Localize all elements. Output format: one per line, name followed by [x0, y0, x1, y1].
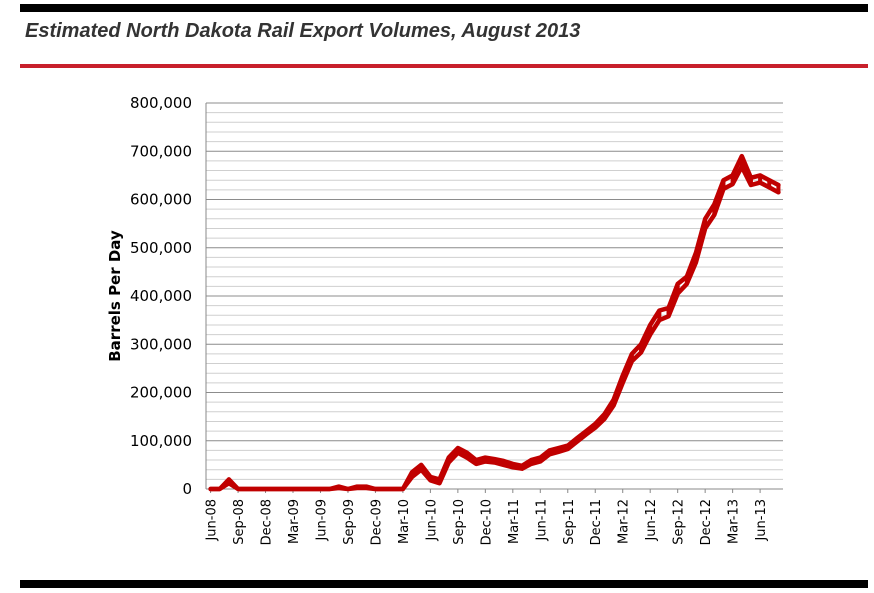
x-tick-label: Dec-08 — [260, 499, 275, 545]
y-axis-label: Barrels Per Day — [106, 230, 124, 362]
x-tick-label: Sep-12 — [672, 499, 687, 545]
y-tick-label: 300,000 — [130, 335, 192, 353]
series-line-1 — [208, 153, 781, 492]
x-tick-label: Sep-08 — [232, 499, 247, 545]
x-tick-label: Jun-11 — [534, 499, 549, 542]
x-tick-label: Dec-11 — [589, 499, 604, 545]
x-tick-label: Sep-10 — [452, 499, 467, 545]
y-tick-label: 200,000 — [130, 384, 192, 402]
y-tick-label: 100,000 — [130, 432, 192, 450]
x-tick-label: Sep-11 — [562, 499, 577, 545]
x-tick-label: Mar-09 — [287, 499, 302, 544]
y-tick-label: 700,000 — [130, 142, 192, 160]
x-tick-label: Dec-12 — [699, 499, 714, 545]
x-tick-label: Dec-09 — [369, 499, 384, 545]
x-tick-label: Mar-12 — [617, 499, 632, 544]
x-tick-label: Jun-08 — [205, 499, 220, 542]
page-title: Estimated North Dakota Rail Export Volum… — [25, 20, 581, 42]
x-tick-label: Dec-10 — [479, 499, 494, 545]
y-tick-label: 500,000 — [130, 239, 192, 257]
y-tick-label: 400,000 — [130, 287, 192, 305]
x-tick-label: Jun-12 — [644, 499, 659, 542]
y-tick-label: 600,000 — [130, 191, 192, 209]
x-tick-label: Sep-09 — [342, 499, 357, 545]
y-tick-label: 800,000 — [130, 94, 192, 112]
y-tick-labels: 0 100,000 200,000 300,000 400,000 500,000 600,… — [130, 94, 192, 498]
chart-grid — [206, 102, 783, 480]
x-tick-label: Jun-09 — [314, 499, 329, 542]
title-rule — [20, 64, 868, 68]
x-tick-label: Mar-10 — [397, 499, 412, 544]
x-tick-label: Jun-13 — [754, 499, 769, 542]
y-tick-label: 0 — [182, 480, 192, 498]
series-line-2 — [208, 164, 781, 492]
bottom-bar — [20, 580, 868, 588]
x-tick-label: Mar-13 — [727, 499, 742, 544]
top-bar — [20, 4, 868, 12]
x-tick-label: Mar-11 — [507, 499, 522, 544]
series-group — [208, 153, 781, 492]
x-tick-labels: Jun-08 Sep-08 Dec-08 Mar-09 Jun-09 Sep-09 Dec-… — [205, 489, 769, 545]
x-tick-label: Jun-10 — [424, 499, 439, 542]
